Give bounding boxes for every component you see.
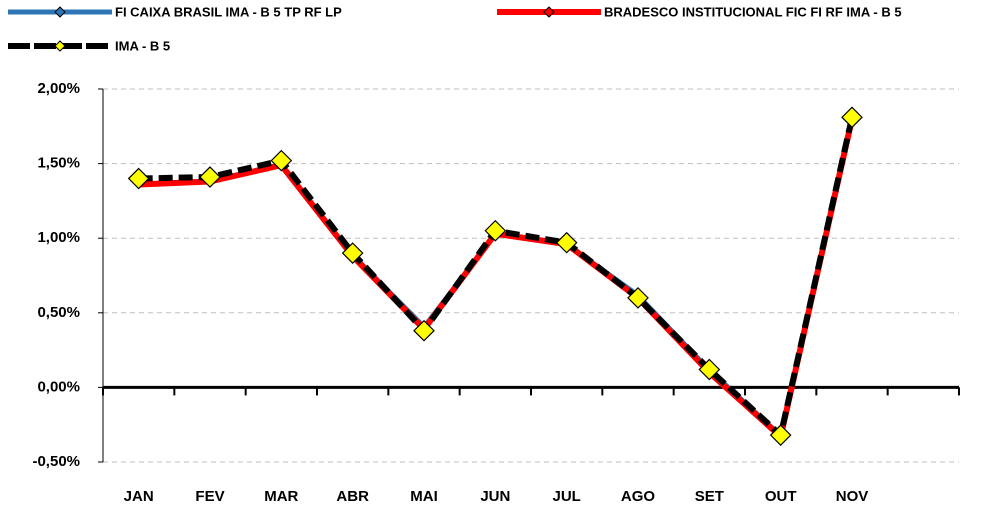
legend-label: BRADESCO INSTITUCIONAL FIC FI RF IMA - B… — [604, 4, 902, 19]
x-tick-label: JAN — [124, 488, 154, 505]
data-marker — [769, 424, 792, 446]
x-tick-label: FEV — [195, 488, 224, 505]
data-marker — [627, 287, 649, 309]
x-tick-label: ABR — [336, 488, 369, 505]
y-tick-label: 0,50% — [37, 304, 80, 321]
x-tick-label: MAI — [410, 488, 438, 505]
y-tick-label: 2,00% — [37, 80, 80, 97]
y-tick-label: -0,50% — [32, 453, 80, 470]
data-marker — [270, 149, 293, 172]
x-tick-label: AGO — [621, 488, 656, 505]
x-tick-label: NOV — [836, 488, 869, 505]
y-tick-label: 1,50% — [37, 155, 80, 172]
data-marker — [555, 231, 578, 254]
x-tick-label: SET — [695, 488, 724, 505]
data-marker — [413, 319, 435, 342]
data-marker — [341, 242, 364, 264]
legend-marker — [54, 40, 66, 52]
data-marker — [199, 166, 221, 188]
y-tick-label: 0,00% — [37, 378, 80, 395]
legend-label: IMA - B 5 — [115, 38, 170, 53]
x-tick-label: JUL — [552, 488, 580, 505]
data-marker — [698, 358, 721, 381]
y-tick-label: 1,00% — [37, 229, 80, 246]
legend-label: FI CAIXA BRASIL IMA - B 5 TP RF LP — [115, 4, 342, 19]
data-marker — [841, 106, 863, 129]
x-tick-label: OUT — [765, 488, 797, 505]
legend-marker — [54, 6, 66, 18]
x-tick-label: MAR — [264, 488, 298, 505]
legend-marker — [543, 6, 555, 18]
x-tick-label: JUN — [480, 488, 510, 505]
data-marker — [484, 219, 507, 242]
data-marker — [127, 167, 150, 190]
